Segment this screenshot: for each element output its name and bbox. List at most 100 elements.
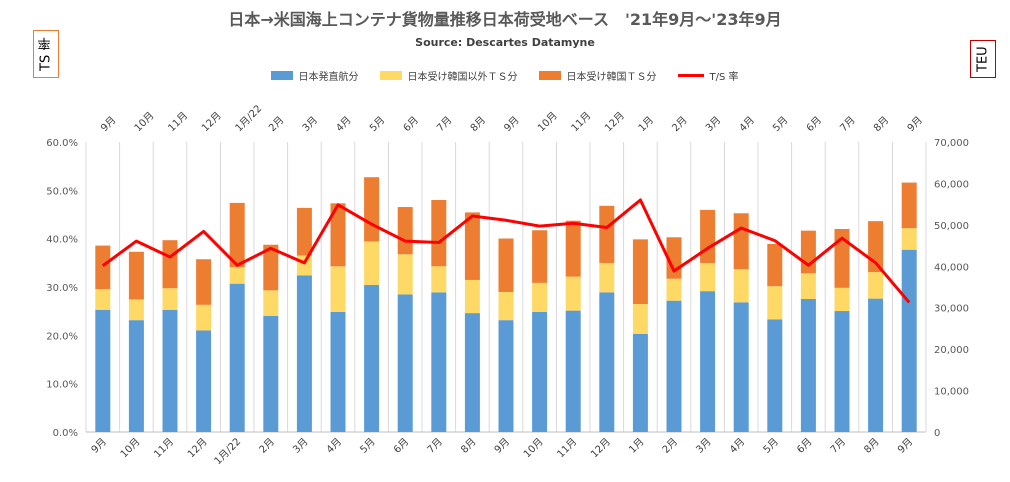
bar-segment-korea-ts <box>767 243 783 287</box>
left-tick-label: 10.0% <box>46 380 78 391</box>
bar-segment-korea-ts <box>263 244 279 291</box>
bar-segment-korea-ts <box>95 245 111 290</box>
right-tick-label: 30,000 <box>934 304 969 315</box>
x-top-tick-label: 12月 <box>602 110 627 135</box>
x-top-tick-label: 8月 <box>468 114 488 134</box>
right-tick-label: 0 <box>934 428 940 439</box>
x-top-tick-label: 4月 <box>334 114 354 134</box>
bar-segment-direct <box>464 313 480 432</box>
bar-segment-other-ts <box>733 269 749 303</box>
bar-segment-other-ts <box>229 267 245 284</box>
bar-segment-other-ts <box>431 266 447 293</box>
bar-segment-direct <box>666 300 682 432</box>
bar-segment-korea-ts <box>800 230 816 274</box>
bar-segment-other-ts <box>330 266 346 312</box>
x-tick-label: 5月 <box>358 436 378 456</box>
left-tick-label: 0.0% <box>53 428 78 439</box>
x-tick-label: 4月 <box>324 436 344 456</box>
bar-segment-other-ts <box>95 289 111 310</box>
bar-segment-korea-ts <box>733 213 749 270</box>
bar-segment-other-ts <box>800 273 816 300</box>
left-tick-label: 50.0% <box>46 186 78 197</box>
x-top-tick-label: 1月 <box>636 114 656 134</box>
bar-segment-other-ts <box>834 287 850 312</box>
ts-rate-line <box>101 198 911 304</box>
x-top-tick-label: 7月 <box>434 114 454 134</box>
x-top-tick-label: 11月 <box>569 110 594 135</box>
x-top-tick-label: 5月 <box>367 114 387 134</box>
bar-segment-direct <box>128 320 144 432</box>
legend-label-direct: 日本発直航分 <box>298 72 359 83</box>
x-top-tick-label: 12月 <box>199 110 224 135</box>
bar-segment-direct <box>431 292 447 432</box>
x-tick-label: 9月 <box>89 436 109 456</box>
right-tick-label: 60,000 <box>934 179 969 190</box>
bar-segment-korea-ts <box>901 182 917 229</box>
x-top-tick-label: 2月 <box>266 114 286 134</box>
bar-segment-direct <box>800 299 816 432</box>
bar-segment-korea-ts <box>532 230 548 283</box>
bar-segment-direct <box>767 319 783 432</box>
x-tick-label: 10月 <box>521 436 546 461</box>
bar-segment-other-ts <box>565 276 581 311</box>
legend-label-other-ts: 日本受け韓国以外ＴＳ分 <box>407 72 518 83</box>
bar-segment-korea-ts <box>565 220 581 277</box>
bar-segment-korea-ts <box>296 207 312 256</box>
bar-segment-direct <box>196 330 212 432</box>
x-top-tick-label: 3月 <box>300 114 320 134</box>
right-tick-label: 40,000 <box>934 262 969 273</box>
bar-segment-korea-ts <box>464 212 480 280</box>
chart-title: 日本→米国海上コンテナ貨物量推移日本荷受地ベース '21年9月～'23年9月 <box>228 10 782 29</box>
bar-segment-other-ts <box>128 299 144 321</box>
legend: 日本発直航分 日本受け韓国以外ＴＳ分 日本受け韓国ＴＳ分 T/S 率 <box>0 68 1010 83</box>
x-tick-label: 11月 <box>555 436 580 461</box>
x-tick-label: 11月 <box>152 436 177 461</box>
bar-segment-other-ts <box>263 290 279 316</box>
bar-segment-korea-ts <box>162 240 178 289</box>
bar-segment-other-ts <box>700 262 716 292</box>
bar-segment-other-ts <box>868 272 884 299</box>
x-tick-label: 9月 <box>895 436 915 456</box>
x-tick-label: 6月 <box>794 436 814 456</box>
bar-segment-direct <box>95 309 111 432</box>
bar-segment-other-ts <box>632 303 648 334</box>
legend-swatch-direct <box>271 71 294 80</box>
x-tick-label: 12月 <box>588 436 613 461</box>
x-tick-label: 1月 <box>626 436 646 456</box>
x-top-tick-label: 11月 <box>166 110 191 135</box>
bar-segment-korea-ts <box>834 229 850 288</box>
bar-segment-direct <box>834 311 850 432</box>
right-tick-label: 20,000 <box>934 345 969 356</box>
bar-segment-direct <box>330 311 346 432</box>
bar-segment-other-ts <box>364 241 380 285</box>
legend-swatch-ts-rate <box>678 74 705 77</box>
bar-segment-direct <box>901 249 917 432</box>
x-tick-label: 12月 <box>185 436 210 461</box>
x-tick-label: 6月 <box>391 436 411 456</box>
bar-segment-other-ts <box>532 282 548 312</box>
legend-swatch-other-ts <box>380 71 403 80</box>
left-tick-label: 30.0% <box>46 283 78 294</box>
x-top-tick-label: 7月 <box>838 114 858 134</box>
legend-label-ts-rate: T/S 率 <box>709 72 739 83</box>
bar-segment-direct <box>229 283 245 432</box>
bar-segment-korea-ts <box>498 238 514 292</box>
legend-swatch-korea-ts <box>539 71 562 80</box>
x-tick-label: 2月 <box>660 436 680 456</box>
bar-segment-korea-ts <box>128 251 144 300</box>
bar-segment-direct <box>263 316 279 432</box>
legend-item-other-ts: 日本受け韓国以外ＴＳ分 <box>380 68 517 83</box>
bar-segment-korea-ts <box>364 177 380 242</box>
bar-segment-other-ts <box>196 304 212 331</box>
left-tick-label: 20.0% <box>46 331 78 342</box>
x-tick-label: 3月 <box>694 436 714 456</box>
legend-item-direct: 日本発直航分 <box>271 68 358 83</box>
bar-segment-direct <box>364 284 380 432</box>
x-tick-label: 8月 <box>458 436 478 456</box>
x-top-tick-label: 6月 <box>804 114 824 134</box>
x-top-tick-label: 9月 <box>905 114 925 134</box>
x-top-tick-label: 10月 <box>535 110 560 135</box>
x-tick-label: 5月 <box>761 436 781 456</box>
bar-segment-direct <box>498 320 514 432</box>
bar-segment-korea-ts <box>431 200 447 267</box>
